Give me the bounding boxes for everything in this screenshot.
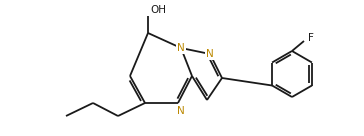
Text: OH: OH [150, 5, 166, 15]
Text: N: N [177, 43, 185, 53]
Text: N: N [206, 49, 214, 59]
Text: N: N [177, 106, 185, 116]
Text: F: F [308, 33, 314, 43]
